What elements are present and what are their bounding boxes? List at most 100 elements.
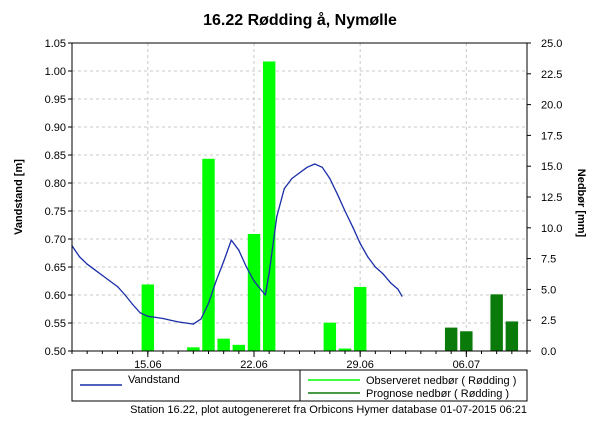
data-point-vandstand [192,323,194,325]
y-tick-label-left: 0.55 [45,318,66,330]
data-point-vandstand [397,288,399,290]
line-layer [71,163,403,325]
bars [141,61,519,351]
data-point-vandstand [298,172,301,174]
plot-frame [71,42,528,352]
y-tick-label-right: 5.0 [541,284,556,296]
data-point-vandstand [207,302,210,304]
bar-observeret [141,284,155,351]
x-tick-label: 06.07 [453,359,481,371]
bar-prognose [490,294,503,351]
bar-observeret [217,338,230,351]
data-point-vandstand [200,318,202,320]
y-tick-label-left: 1.00 [45,66,66,78]
data-point-vandstand [86,263,88,265]
bar-prognose [460,331,473,351]
data-point-vandstand [223,260,225,262]
data-point-vandstand [109,280,111,282]
y-tick-label-right: 22.5 [541,69,562,81]
bar-observeret [187,347,200,351]
y-tick-label-right: 10.0 [541,223,562,235]
bar-observeret [338,348,352,351]
data-point-vandstand [169,319,172,321]
data-point-vandstand [321,166,323,168]
y-tick-label-left: 0.60 [45,290,66,302]
y-tick-label-right: 25.0 [541,38,562,50]
data-point-vandstand [283,188,285,190]
data-point-vandstand [238,249,240,251]
chart-title: 16.22 Rødding å, Nymølle [203,11,397,29]
data-point-vandstand [101,274,103,276]
y-tick-label-left: 0.50 [45,346,66,358]
bar-observeret [353,286,367,351]
right-axis: 0.0 2.5 5.0 7.5 10.0 12.5 15.0 17.5 20.0 22.5 25.0 [527,38,562,358]
data-point-vandstand [329,177,331,180]
data-point-vandstand [177,321,179,323]
data-point-vandstand [306,166,308,168]
y-tick-label-left: 0.65 [45,262,66,274]
bar-prognose [444,327,458,351]
data-point-vandstand [132,303,134,306]
data-point-vandstand [147,315,149,317]
y-tick-label-left: 0.70 [45,234,66,246]
data-point-vandstand [367,256,369,258]
data-point-vandstand [215,280,217,282]
y-tick-label-right: 12.5 [541,192,562,204]
data-point-vandstand [359,242,361,245]
bar-observeret [262,61,276,351]
grid [72,43,527,351]
data-point-vandstand [344,210,346,212]
bar-observeret [323,322,337,351]
bar-prognose [505,321,519,351]
data-point-vandstand [264,294,266,296]
data-point-vandstand [401,295,403,297]
data-point-vandstand [230,239,232,241]
x-axis: 15.06 22.06 29.06 06.07 [71,351,528,371]
y-tick-label-right: 17.5 [541,130,562,142]
y-axis-right-title: Nedbør [mm] [575,169,587,238]
data-point-vandstand [276,216,278,218]
data-point-vandstand [382,273,384,275]
footer-text: Station 16.22, plot autogenereret fra Or… [130,404,527,416]
legend-label-observeret: Observeret nedbør ( Rødding ) [366,375,516,387]
data-point-vandstand [94,269,96,271]
data-point-vandstand [139,312,141,314]
x-tick-label: 15.06 [134,359,162,371]
data-point-vandstand [185,322,187,324]
bar-observeret [232,344,246,351]
data-point-vandstand [154,316,157,318]
y-tick-label-left: 0.80 [45,178,66,190]
data-point-vandstand [124,294,126,296]
left-axis: 0.50 0.55 0.60 0.65 0.70 0.75 0.80 0.85 0.90 0.95… [45,38,72,358]
legend: Vandstand Observeret nedbør ( Rødding ) … [71,369,528,402]
series-line-vandstand [71,163,403,325]
data-point-vandstand [336,193,339,195]
y-tick-label-left: 1.05 [45,38,66,50]
y-tick-label-left: 0.95 [45,94,66,106]
legend-label-vandstand: Vandstand [128,374,180,386]
data-point-vandstand [245,266,248,268]
y-tick-label-left: 0.85 [45,150,66,162]
bar-observeret [202,158,215,351]
bar-observeret [247,233,261,351]
y-tick-label-right: 0.0 [541,346,556,358]
data-point-vandstand [374,266,376,268]
data-point-vandstand [116,286,119,288]
data-point-vandstand [260,289,263,292]
x-tick-label: 22.06 [240,359,268,371]
y-tick-label-right: 2.5 [541,315,556,327]
y-axis-left-title: Vandstand [m] [13,159,25,235]
x-tick-label: 29.06 [346,359,374,371]
data-point-vandstand [268,272,270,274]
y-tick-label-left: 0.90 [45,122,66,134]
data-point-vandstand [314,163,316,165]
data-point-vandstand [253,280,255,282]
data-point-vandstand [162,317,164,320]
data-point-vandstand [78,256,81,258]
y-tick-label-left: 0.75 [45,206,66,218]
legend-label-prognose: Prognose nedbør ( Rødding ) [366,388,509,400]
y-tick-label-right: 7.5 [541,254,556,266]
data-point-vandstand [291,177,293,180]
data-point-vandstand [389,282,392,284]
